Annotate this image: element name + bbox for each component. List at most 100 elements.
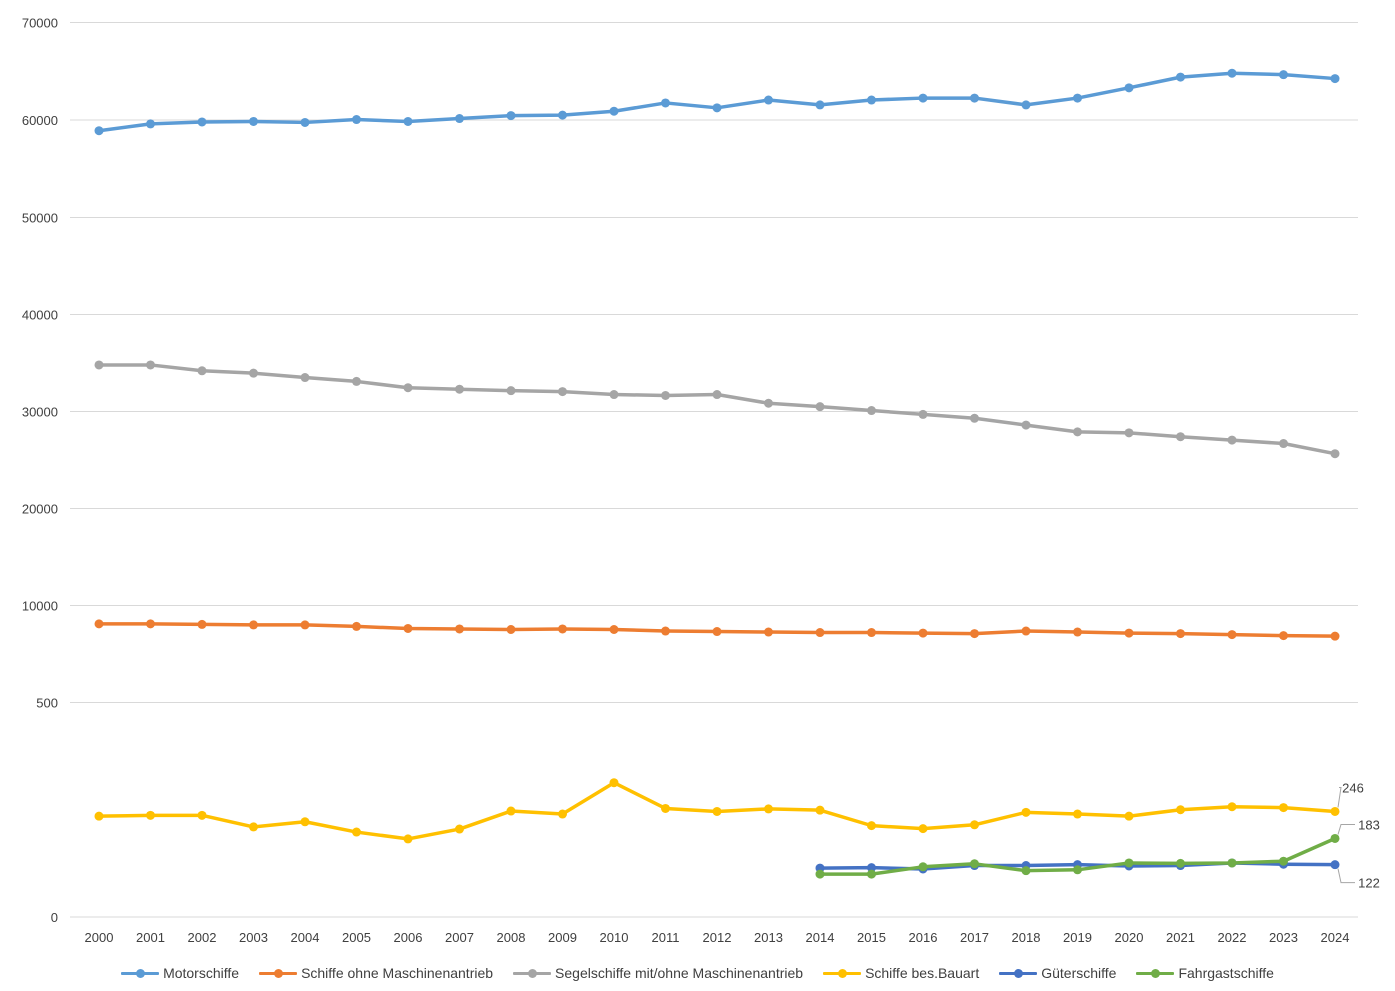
data-point	[764, 627, 773, 637]
x-tick-label: 2024	[1321, 930, 1350, 945]
data-point	[506, 386, 516, 396]
legend-label: Fahrgastschiffe	[1178, 965, 1274, 981]
data-point	[609, 390, 619, 400]
data-point	[1176, 629, 1185, 639]
x-tick-label: 2003	[239, 930, 268, 945]
data-point	[455, 824, 464, 834]
data-point	[1227, 858, 1237, 868]
legend-item-schiffe-bes-bauart: Schiffe bes.Bauart	[823, 962, 979, 984]
data-point	[403, 623, 413, 633]
data-point	[94, 811, 104, 821]
data-point	[197, 619, 207, 629]
data-point	[1279, 803, 1288, 813]
data-point	[815, 869, 825, 879]
data-label: 122	[1358, 876, 1380, 891]
gridlines	[70, 22, 1358, 918]
y-tick-label: 30000	[22, 405, 58, 420]
data-point	[661, 98, 670, 108]
data-point	[764, 398, 773, 408]
data-point	[1330, 806, 1340, 816]
series-schiffe-bes-bauart	[94, 778, 1340, 844]
x-tick-label: 2002	[188, 930, 217, 945]
data-point	[1176, 72, 1185, 82]
x-tick-label: 2007	[445, 930, 474, 945]
legend-swatch	[513, 967, 552, 979]
data-point	[300, 117, 310, 127]
data-point	[609, 624, 619, 634]
data-point	[249, 620, 258, 630]
data-point	[1176, 805, 1185, 815]
x-tick-label: 2019	[1063, 930, 1092, 945]
data-point	[506, 624, 516, 634]
series-line	[97, 363, 1337, 456]
data-point	[1021, 420, 1031, 430]
data-point	[455, 114, 464, 124]
x-tick-label: 2013	[754, 930, 783, 945]
data-point	[918, 628, 928, 638]
data-point	[352, 376, 361, 386]
x-tick-label: 2010	[600, 930, 629, 945]
data-point	[764, 95, 773, 105]
data-point	[146, 119, 155, 129]
legend-label: Motorschiffe	[163, 965, 240, 981]
x-tick-label: 2009	[548, 930, 577, 945]
data-point	[558, 110, 567, 120]
legend-item-fahrgastschiffe: Fahrgastschiffe	[1136, 962, 1274, 984]
data-point	[970, 93, 979, 103]
data-point	[1227, 630, 1237, 640]
y-axis-tick-labels: 0 500 10000 20000 30000 40000 50000 60000 70000	[22, 16, 58, 926]
x-tick-label: 2004	[291, 930, 320, 945]
y-tick-label: 10000	[22, 599, 58, 614]
y-tick-label: 50000	[22, 211, 58, 226]
x-tick-label: 2017	[960, 930, 989, 945]
data-point	[661, 803, 670, 813]
x-tick-label: 2018	[1012, 930, 1041, 945]
data-point	[1021, 866, 1031, 876]
series-motorschiffe	[94, 68, 1340, 136]
data-point	[1330, 860, 1340, 870]
data-point	[455, 384, 464, 394]
x-tick-label: 2000	[85, 930, 114, 945]
data-point	[1073, 427, 1082, 437]
x-tick-label: 2005	[342, 930, 371, 945]
data-point	[558, 624, 567, 634]
legend-item-schiffe-ohne-maschinenantrieb: Schiffe ohne Maschinenantrieb	[259, 962, 493, 984]
legend-label: Schiffe ohne Maschinenantrieb	[301, 965, 494, 981]
data-point	[815, 628, 825, 638]
data-point	[918, 409, 928, 419]
data-point	[1073, 93, 1082, 103]
data-point	[815, 402, 825, 412]
data-point	[970, 820, 979, 830]
data-point	[970, 859, 979, 869]
legend: Motorschiffe Schiffe ohne Maschinenantrie…	[0, 962, 1395, 984]
data-point	[1124, 428, 1134, 438]
leader-line	[1337, 868, 1355, 884]
data-point	[506, 111, 516, 121]
y-tick-label: 40000	[22, 308, 58, 323]
y-tick-label: 500	[36, 696, 58, 711]
data-labels: 246 183 122	[1337, 780, 1380, 891]
data-point	[970, 413, 979, 423]
data-point	[558, 387, 567, 397]
legend-item-g-terschiffe: Güterschiffe	[999, 962, 1116, 984]
x-tick-label: 2021	[1166, 930, 1195, 945]
data-point	[352, 827, 361, 837]
data-point	[197, 366, 207, 376]
data-point	[1279, 631, 1288, 641]
data-point	[661, 390, 670, 400]
leader-line	[1337, 823, 1355, 835]
data-point	[403, 834, 413, 844]
legend-swatch	[121, 967, 160, 979]
data-point	[1124, 628, 1134, 638]
x-tick-label: 2001	[136, 930, 165, 945]
data-point	[1124, 811, 1134, 821]
y-tick-label: 60000	[22, 113, 58, 128]
data-point	[300, 373, 310, 383]
data-point	[1227, 435, 1237, 445]
data-point	[146, 619, 155, 629]
leader-line	[1337, 786, 1342, 808]
data-point	[1279, 856, 1288, 866]
data-point	[300, 620, 310, 630]
x-tick-label: 2006	[394, 930, 423, 945]
data-point	[1330, 449, 1340, 459]
